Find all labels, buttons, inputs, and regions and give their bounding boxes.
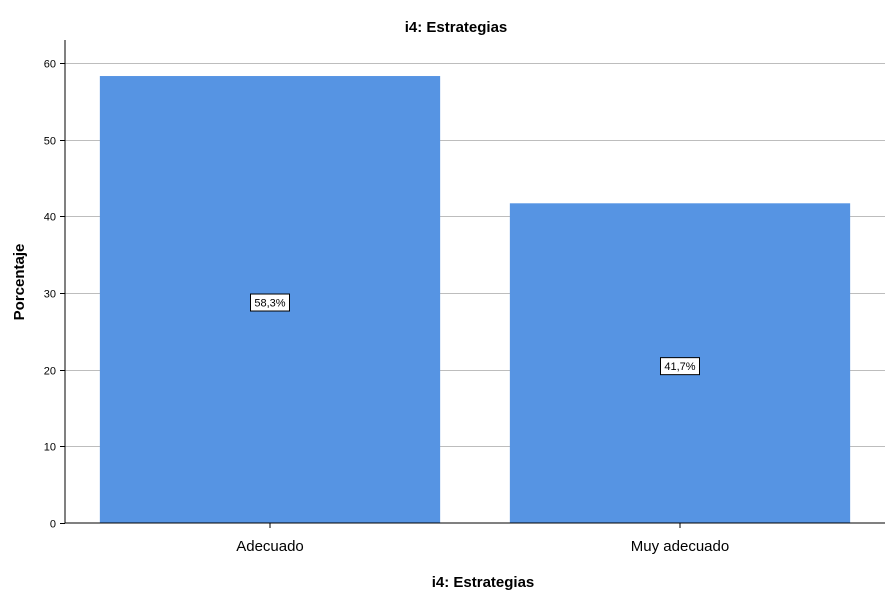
- x-axis-title: i4: Estrategias: [432, 574, 535, 591]
- x-axis-categories: Adecuado Muy adecuado: [236, 523, 729, 555]
- bars: [99, 76, 851, 524]
- data-label: 58,3%: [254, 298, 285, 310]
- chart-title: i4: Estrategias: [405, 19, 508, 36]
- y-axis-title: Porcentaje: [11, 244, 28, 321]
- x-category-label: Muy adecuado: [631, 538, 729, 555]
- data-labels: 58,3% 41,7%: [250, 293, 700, 376]
- y-axis-ticks: 0 10 20 30 40 50 60: [44, 59, 65, 531]
- y-tick-label: 20: [44, 366, 56, 378]
- y-tick-label: 50: [44, 136, 56, 148]
- y-tick-label: 10: [44, 442, 56, 454]
- y-tick-label: 40: [44, 212, 56, 224]
- data-label: 41,7%: [664, 361, 695, 373]
- data-label-box: [250, 293, 290, 312]
- y-tick-label: 60: [44, 59, 56, 71]
- x-category-label: Adecuado: [236, 538, 304, 555]
- data-label-box: [660, 357, 700, 376]
- y-tick-label: 0: [50, 519, 56, 531]
- y-tick-label: 30: [44, 289, 56, 301]
